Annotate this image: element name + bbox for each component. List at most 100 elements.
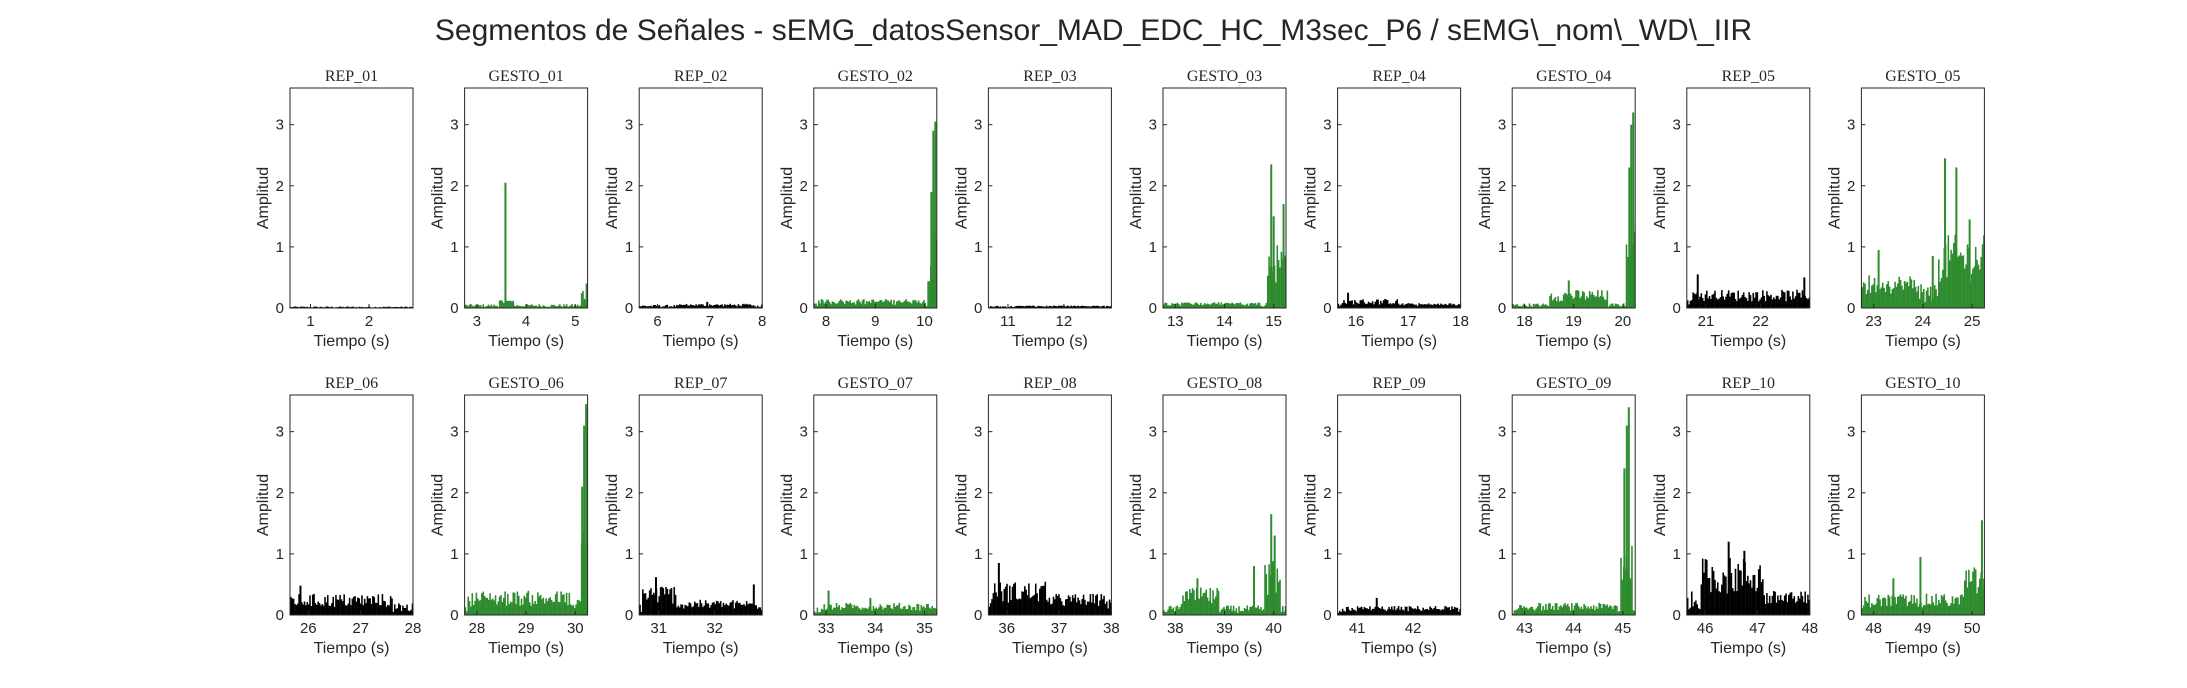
signal-bar (1103, 305, 1105, 308)
signal-bar (1055, 306, 1058, 308)
signal-bar (1205, 304, 1208, 308)
signal-bar (886, 300, 888, 308)
axes-box (987, 87, 1112, 309)
signal-bar (931, 605, 933, 615)
signal-bar (1199, 587, 1202, 615)
signal-series (1861, 520, 1985, 615)
signal-bar (647, 597, 650, 615)
signal-bar (1614, 605, 1617, 615)
signal-bar (702, 304, 704, 308)
x-tick-label: 29 (518, 620, 535, 637)
signal-bar (1901, 596, 1903, 615)
signal-bar (677, 605, 680, 615)
signal-bar (1249, 303, 1251, 308)
signal-bar (1557, 610, 1559, 615)
signal-bar (1864, 596, 1866, 615)
signal-bar (548, 306, 550, 308)
signal-bar (314, 306, 317, 308)
signal-bar (549, 597, 551, 615)
signal-bar (1577, 606, 1580, 615)
signal-bar (1592, 294, 1595, 308)
signal-bar (1729, 557, 1731, 615)
signal-bar (1969, 581, 1972, 615)
signal-bar (1090, 306, 1093, 308)
signal-bar (519, 605, 521, 615)
signal-bar (1048, 305, 1051, 308)
signal-bar (1455, 607, 1457, 615)
signal-bar (1797, 596, 1800, 615)
signal-spike (997, 563, 1000, 615)
x-tick-label: 43 (1516, 620, 1533, 637)
signal-bar (1792, 291, 1794, 308)
signal-bar (678, 304, 681, 308)
signal-bar (880, 300, 883, 308)
signal-bar (1381, 606, 1383, 615)
signal-bar (1220, 302, 1223, 308)
signal-bar (1395, 301, 1397, 308)
signal-bar (1546, 609, 1549, 615)
signal-bar (487, 304, 490, 308)
signal-bar (1344, 302, 1347, 308)
signal-bar (578, 306, 580, 308)
signal-bar (565, 304, 568, 308)
signal-bar (1898, 276, 1900, 308)
signal-bar (406, 306, 408, 308)
signal-bar (711, 602, 714, 615)
signal-bar (1438, 305, 1441, 308)
signal-bar (1034, 583, 1037, 615)
signal-bar (487, 599, 490, 615)
signal-bar (367, 598, 370, 615)
signal-bar (1779, 594, 1782, 615)
signal-spike (1931, 256, 1934, 308)
signal-bar (485, 306, 487, 308)
signal-bar (1070, 305, 1073, 308)
signal-bar (1389, 303, 1392, 308)
signal-bar (1584, 605, 1587, 615)
signal-bar (1763, 295, 1765, 308)
figure-title: Segmentos de Señales - sEMG_datosSensor_… (435, 14, 1752, 47)
signal-bar (854, 606, 857, 615)
signal-bar (575, 604, 577, 615)
signal-bar (1862, 282, 1865, 308)
signal-bar (1616, 303, 1618, 308)
signal-bar (1349, 300, 1352, 308)
y-tick-label: 2 (1149, 485, 1157, 502)
signal-bar (1058, 305, 1060, 308)
signal-bar (1948, 605, 1951, 615)
signal-bar (1264, 565, 1266, 615)
signal-bar (1052, 305, 1055, 308)
signal-bar (1790, 592, 1793, 615)
signal-bar (1595, 606, 1598, 615)
signal-bar (1916, 598, 1918, 615)
signal-bar (1565, 293, 1568, 308)
signal-bar (1891, 595, 1894, 615)
signal-bar (1872, 604, 1874, 615)
signal-bar (513, 305, 516, 308)
signal-bar (654, 304, 656, 308)
signal-bar (1224, 302, 1227, 308)
signal-bar (1865, 600, 1868, 615)
signal-bar (867, 608, 869, 615)
signal-bar (1097, 306, 1100, 308)
signal-bar (1598, 602, 1600, 615)
signal-bar (1213, 302, 1216, 308)
signal-bar (1180, 302, 1183, 308)
signal-bar (1339, 306, 1341, 308)
signal-bar (511, 602, 513, 615)
signal-bar (1932, 602, 1935, 615)
signal-bar (1081, 599, 1083, 615)
signal-bar (1257, 605, 1259, 615)
signal-bar (1774, 591, 1776, 615)
signal-bar (1067, 595, 1070, 615)
signal-bar (899, 302, 902, 308)
signal-bar (1056, 306, 1059, 308)
signal-bar (504, 591, 506, 615)
panel-title: REP_01 (325, 68, 378, 85)
signal-bar (646, 599, 648, 615)
signal-bar (388, 605, 391, 615)
signal-bar (747, 304, 749, 308)
